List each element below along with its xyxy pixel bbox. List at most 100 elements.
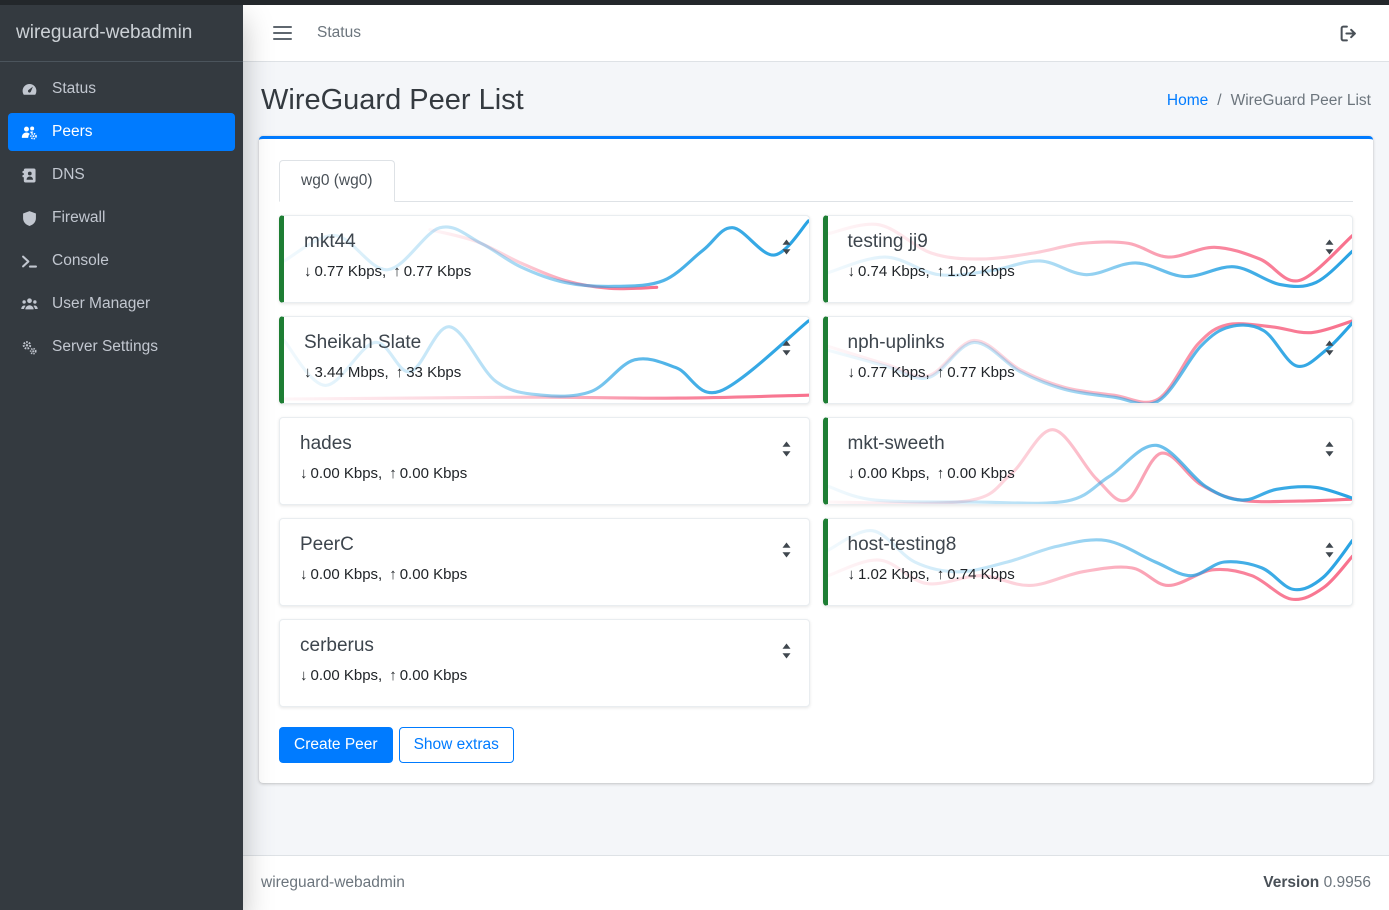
upload-arrow-icon: ↑ bbox=[389, 667, 397, 684]
peer-traffic: ↓ 0.00 Kbps, ↑ 0.00 Kbps bbox=[300, 566, 789, 583]
sort-icon[interactable] bbox=[1324, 542, 1335, 558]
sidebar-item-label: User Manager bbox=[52, 295, 151, 312]
tachometer-icon bbox=[16, 81, 43, 98]
traffic-sparkline bbox=[280, 701, 809, 705]
breadcrumb-current: WireGuard Peer List bbox=[1230, 91, 1371, 109]
sidebar-item-label: Server Settings bbox=[52, 338, 158, 355]
peer-grid: mkt44 ↓ 0.77 Kbps, ↑ 0.77 Kbps Sheikah Slate ↓… bbox=[279, 215, 1353, 720]
peer-card[interactable]: host-testing8 ↓ 1.02 Kbps, ↑ 0.74 Kbps bbox=[822, 518, 1353, 606]
sidebar-item-status[interactable]: Status bbox=[8, 70, 235, 108]
sidebar-item-console[interactable]: Console bbox=[8, 242, 235, 280]
tab-wg0[interactable]: wg0 (wg0) bbox=[279, 160, 395, 202]
upload-value: 0.00 Kbps bbox=[399, 465, 468, 482]
upload-value: 0.00 Kbps bbox=[399, 667, 468, 684]
peer-name: hades bbox=[300, 433, 352, 454]
sidebar-nav: Status Peers bbox=[0, 62, 243, 379]
users-icon bbox=[16, 296, 43, 313]
interface-tabs: wg0 (wg0) bbox=[279, 159, 1353, 202]
address-book-icon bbox=[16, 167, 43, 184]
footer-brand: wireguard-webadmin bbox=[261, 874, 405, 891]
upload-arrow-icon: ↑ bbox=[395, 364, 404, 381]
peer-name: Sheikah Slate bbox=[304, 332, 422, 353]
sidebar: wireguard-webadmin Status Peers bbox=[0, 5, 243, 910]
peer-list-card: wg0 (wg0) mkt44 ↓ 0.77 Kbps, ↑ 0.77 Kbps Shei… bbox=[259, 136, 1373, 783]
download-value: 0.00 Kbps, bbox=[310, 465, 383, 482]
sort-icon[interactable] bbox=[1324, 239, 1335, 255]
upload-arrow-icon: ↑ bbox=[936, 364, 945, 381]
peer-card[interactable]: hades ↓ 0.00 Kbps, ↑ 0.00 Kbps bbox=[279, 417, 810, 505]
sort-icon[interactable] bbox=[781, 643, 792, 659]
download-arrow-icon: ↓ bbox=[300, 465, 308, 482]
breadcrumb-separator: / bbox=[1217, 91, 1222, 109]
peer-card[interactable]: PeerC ↓ 0.00 Kbps, ↑ 0.00 Kbps bbox=[279, 518, 810, 606]
sidebar-item-user-manager[interactable]: User Manager bbox=[8, 285, 235, 323]
traffic-sparkline bbox=[284, 319, 809, 401]
peer-card[interactable]: mkt44 ↓ 0.77 Kbps, ↑ 0.77 Kbps bbox=[279, 215, 810, 303]
peer-name: testing jj9 bbox=[847, 231, 928, 252]
top-strip bbox=[0, 0, 1389, 5]
download-value: 0.74 Kbps, bbox=[858, 263, 930, 280]
sidebar-toggle-icon[interactable] bbox=[273, 25, 292, 41]
upload-value: 1.02 Kbps bbox=[947, 263, 1015, 280]
sort-icon[interactable] bbox=[781, 239, 792, 255]
peer-card[interactable]: mkt-sweeth ↓ 0.00 Kbps, ↑ 0.00 Kbps bbox=[822, 417, 1353, 505]
traffic-sparkline bbox=[280, 600, 809, 604]
brand-title[interactable]: wireguard-webadmin bbox=[0, 5, 243, 62]
sort-icon[interactable] bbox=[1324, 441, 1335, 457]
sidebar-item-peers[interactable]: Peers bbox=[8, 113, 235, 151]
breadcrumb-home-link[interactable]: Home bbox=[1166, 91, 1209, 109]
download-value: 0.00 Kbps, bbox=[310, 566, 383, 583]
peer-traffic: ↓ 0.00 Kbps, ↑ 0.00 Kbps bbox=[300, 465, 789, 482]
peer-traffic: ↓ 0.00 Kbps, ↑ 0.00 Kbps bbox=[300, 667, 789, 684]
peer-card[interactable]: nph-uplinks ↓ 0.77 Kbps, ↑ 0.77 Kbps bbox=[822, 316, 1353, 404]
upload-value: 0.74 Kbps bbox=[947, 566, 1015, 583]
upload-arrow-icon: ↑ bbox=[936, 465, 945, 482]
download-arrow-icon: ↓ bbox=[847, 263, 856, 280]
nav-link-status[interactable]: Status bbox=[317, 24, 361, 41]
peer-traffic: ↓ 0.00 Kbps, ↑ 0.00 Kbps bbox=[848, 465, 1333, 482]
download-value: 0.00 Kbps, bbox=[858, 465, 930, 482]
peer-card[interactable]: testing jj9 ↓ 0.74 Kbps, ↑ 1.02 Kbps bbox=[822, 215, 1353, 303]
peer-name: PeerC bbox=[300, 534, 354, 555]
download-arrow-icon: ↓ bbox=[304, 364, 312, 381]
download-arrow-icon: ↓ bbox=[847, 364, 856, 381]
terminal-icon bbox=[16, 253, 43, 270]
version-text: Version 0.9956 bbox=[1263, 874, 1371, 891]
create-peer-button[interactable]: Create Peer bbox=[279, 727, 393, 763]
download-value: 0.77 Kbps, bbox=[858, 364, 930, 381]
upload-value: 0.00 Kbps bbox=[947, 465, 1015, 482]
download-arrow-icon: ↓ bbox=[304, 263, 312, 280]
peer-traffic: ↓ 1.02 Kbps, ↑ 0.74 Kbps bbox=[848, 566, 1333, 583]
peer-name: mkt-sweeth bbox=[847, 433, 945, 454]
traffic-sparkline bbox=[827, 222, 1352, 289]
sidebar-item-firewall[interactable]: Firewall bbox=[8, 199, 235, 237]
traffic-sparkline bbox=[827, 319, 1352, 403]
sidebar-item-dns[interactable]: DNS bbox=[8, 156, 235, 194]
peer-name: host-testing8 bbox=[847, 534, 957, 555]
peer-card[interactable]: Sheikah Slate ↓ 3.44 Mbps, ↑ 33 Kbps bbox=[279, 316, 810, 404]
sort-icon[interactable] bbox=[781, 441, 792, 457]
upload-value: 33 Kbps bbox=[406, 364, 462, 381]
upload-arrow-icon: ↑ bbox=[936, 566, 945, 583]
download-value: 0.77 Kbps, bbox=[314, 263, 387, 280]
page-title: WireGuard Peer List bbox=[261, 84, 524, 116]
peer-traffic: ↓ 0.77 Kbps, ↑ 0.77 Kbps bbox=[304, 263, 789, 280]
download-arrow-icon: ↓ bbox=[847, 465, 856, 482]
traffic-sparkline bbox=[284, 219, 809, 291]
upload-value: 0.77 Kbps bbox=[403, 263, 472, 280]
sort-icon[interactable] bbox=[781, 542, 792, 558]
sort-icon[interactable] bbox=[1324, 340, 1335, 356]
sidebar-item-server-settings[interactable]: Server Settings bbox=[8, 328, 235, 366]
upload-arrow-icon: ↑ bbox=[393, 263, 401, 280]
download-arrow-icon: ↓ bbox=[300, 566, 308, 583]
upload-arrow-icon: ↑ bbox=[936, 263, 945, 280]
show-extras-button[interactable]: Show extras bbox=[398, 727, 514, 763]
logout-icon[interactable] bbox=[1339, 24, 1358, 43]
download-value: 1.02 Kbps, bbox=[858, 566, 930, 583]
content-area: WireGuard Peer List Home / WireGuard Pee… bbox=[243, 62, 1389, 855]
peer-name: nph-uplinks bbox=[847, 332, 945, 353]
peer-card[interactable]: cerberus ↓ 0.00 Kbps, ↑ 0.00 Kbps bbox=[279, 619, 810, 707]
traffic-sparkline bbox=[827, 428, 1352, 504]
sort-icon[interactable] bbox=[781, 340, 792, 356]
peer-name: mkt44 bbox=[304, 231, 356, 252]
